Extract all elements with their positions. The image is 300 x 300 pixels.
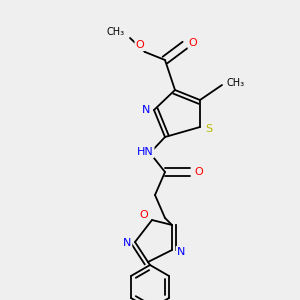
Text: N: N — [142, 105, 150, 115]
Text: O: O — [195, 167, 203, 177]
Text: N: N — [177, 247, 185, 257]
Text: CH₃: CH₃ — [227, 78, 245, 88]
Text: O: O — [136, 40, 144, 50]
Text: O: O — [140, 210, 148, 220]
Text: N: N — [123, 238, 131, 248]
Text: HN: HN — [136, 147, 153, 157]
Text: CH₃: CH₃ — [107, 27, 125, 37]
Text: O: O — [189, 38, 197, 48]
Text: S: S — [206, 124, 213, 134]
